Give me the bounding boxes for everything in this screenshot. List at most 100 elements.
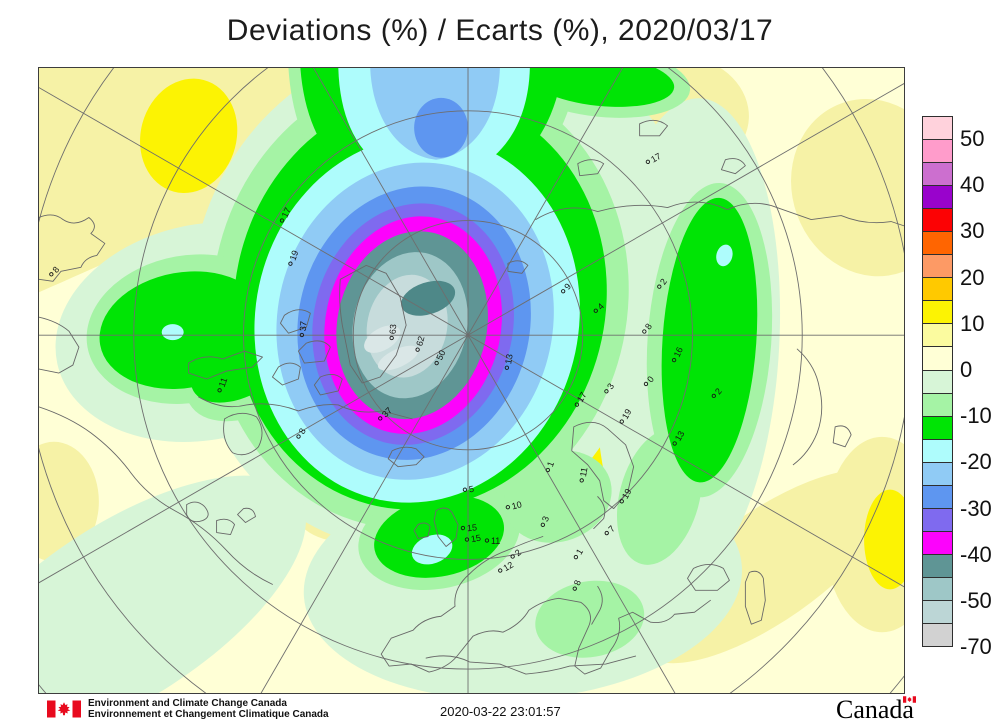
colorbar-cell [922,507,953,532]
station-label: 12 [498,560,515,574]
svg-text:7: 7 [606,524,617,535]
svg-text:17: 17 [280,206,293,219]
vortex-core-pale-patches [364,325,419,371]
svg-text:4: 4 [595,301,606,312]
footer: Environment and Climate Change Canada En… [0,694,1000,726]
station-label: 62 [414,335,427,352]
svg-text:9: 9 [562,281,573,291]
station-label: 19 [619,487,634,504]
svg-text:37: 37 [298,321,309,332]
colorbar [922,116,953,648]
station-label: 19 [288,249,301,266]
colorbar-label: -30 [960,495,992,521]
station-label: 17 [645,151,663,165]
graticule [39,68,904,693]
svg-text:15: 15 [470,533,482,545]
timestamp: 2020-03-22 23:01:57 [440,704,561,719]
svg-text:17: 17 [575,390,589,404]
svg-text:0: 0 [645,374,656,384]
svg-text:12: 12 [501,560,515,574]
colorbar-cell [922,116,953,141]
colorbar-cell [922,139,953,164]
station-label: 1 [573,547,585,560]
svg-text:8: 8 [297,426,308,435]
colorbar-cell [922,162,953,187]
svg-text:15: 15 [467,522,478,533]
svg-text:13: 13 [503,353,515,365]
svg-text:19: 19 [288,249,301,262]
station-label: 8 [572,579,583,591]
colorbar-cell [922,484,953,509]
svg-text:2: 2 [658,277,669,287]
station-label: 11 [578,467,589,483]
station-label: 50 [434,349,448,366]
eccc-text: Environment and Climate Change Canada En… [88,698,329,720]
station-label: 15 [460,522,478,533]
station-label: 8 [49,265,61,277]
station-label: 13 [672,429,687,446]
colorbar-label: -50 [960,587,992,613]
station-label: 0 [643,374,656,387]
colorbar-label: 20 [960,264,985,290]
colorbar-labels: 50 40 30 20 10 0 -10 -20 -30 -40 -50 -70 [960,116,1000,659]
station-label: 8 [296,426,308,439]
station-label: 1 [545,460,556,473]
colorbar-cell [922,369,953,394]
colorbar-label: 0 [960,357,973,382]
canada-wordmark-flag-icon [902,696,916,703]
svg-text:3: 3 [540,515,551,523]
coastlines [39,119,904,675]
colorbar-cell [922,461,953,486]
station-label: 2 [711,386,724,399]
colorbar-label: -20 [960,449,992,475]
colorbar-cell [922,208,953,233]
map: 8 17 19 37 63 62 50 37 13 9 4 8 16 17 2 13 2 19 3 0 17 11 19 5 1… [38,67,905,694]
station-label: 9 [561,281,573,294]
svg-text:11: 11 [578,467,589,478]
colorbar-cell [922,346,953,371]
station-label: 17 [574,390,589,407]
svg-text:8: 8 [50,265,61,275]
page-title: Deviations (%) / Ecarts (%), 2020/03/17 [226,14,774,47]
colorbar-label: -40 [960,541,992,567]
graticule-radials [39,68,904,693]
svg-text:8: 8 [643,322,654,332]
canada-flag-icon [47,700,81,718]
station-label: 11 [484,536,500,546]
colorbar-cell [922,553,953,578]
svg-text:8: 8 [572,579,583,587]
colorbar-cell [922,623,953,648]
station-label: 63 [388,324,399,341]
svg-text:13: 13 [673,429,687,443]
svg-text:62: 62 [414,335,426,347]
station-label: 16 [672,346,685,363]
svg-text:10: 10 [511,499,523,511]
colorbar-label: 40 [960,172,985,198]
colorbar-cell [922,277,953,302]
svg-text:17: 17 [649,151,663,165]
station-label: 37 [298,321,309,338]
colorbar-cell [922,392,953,417]
station-label: 2 [510,547,523,559]
svg-text:63: 63 [388,324,399,335]
colorbar-cell [922,185,953,210]
svg-text:3: 3 [605,381,616,391]
svg-text:1: 1 [545,460,556,468]
colorbar-cell [922,300,953,325]
eccc-line1: Environment and Climate Change Canada [88,698,287,709]
svg-text:16: 16 [672,346,685,359]
station-label: 7 [604,524,617,536]
station-label: 5 [462,484,475,494]
station-label: 3 [604,381,616,394]
station-label: 15 [464,533,482,545]
colorbar-cell [922,530,953,555]
colorbar-cell [922,438,953,463]
station-label: 4 [593,301,606,313]
svg-text:11: 11 [491,536,500,546]
colorbar-cell [922,231,953,256]
colorbar-cell [922,599,953,625]
colorbar-label: 50 [960,126,985,152]
svg-text:19: 19 [620,407,634,421]
